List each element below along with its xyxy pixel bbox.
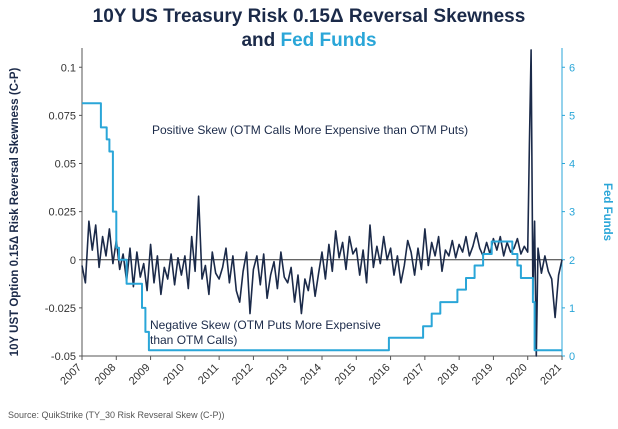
y-axis-left-title: 10Y UST Option 0.15Δ Risk Reversal Skewn… <box>9 68 21 357</box>
annotation-negative-skew-line2: than OTM Calls) <box>150 333 237 347</box>
x-tick-label: 2012 <box>230 362 256 388</box>
x-tick-label: 2016 <box>367 362 393 388</box>
x-tick-label: 2010 <box>161 362 187 388</box>
y-tick-label-right: 0 <box>569 351 575 363</box>
x-tick-label: 2017 <box>401 362 427 388</box>
chart-title-line1: 10Y US Treasury Risk 0.15Δ Reversal Skew… <box>92 6 526 27</box>
y-tick-label-right: 5 <box>569 110 575 122</box>
y-tick-label-left: -0.05 <box>51 351 76 363</box>
x-tick-label: 2013 <box>264 362 290 388</box>
y-tick-label-left: 0.025 <box>48 207 76 219</box>
y-axis-right-title: Fed Funds <box>601 183 613 241</box>
chart-title-prefix: and <box>241 30 281 51</box>
y-tick-label-left: 0.05 <box>55 159 76 171</box>
y-tick-label-right: 2 <box>569 255 575 267</box>
x-tick-label: 2011 <box>196 362 221 387</box>
y-tick-label-left: 0 <box>70 255 76 267</box>
x-tick-label: 2008 <box>93 362 119 388</box>
x-tick-label: 2014 <box>298 362 324 388</box>
y-tick-label-right: 3 <box>569 207 575 219</box>
y-tick-label-left: -0.025 <box>45 303 76 315</box>
chart-title-line2: and Fed Funds <box>0 30 618 52</box>
x-tick-label: 2015 <box>333 362 359 388</box>
y-tick-label-left: 0.075 <box>48 110 76 122</box>
y-tick-label-right: 4 <box>569 159 575 171</box>
x-tick-label: 2009 <box>127 362 153 388</box>
x-tick-label: 2021 <box>538 362 564 388</box>
series-line-fed-funds <box>82 102 562 352</box>
series-line-skew <box>81 49 563 357</box>
source-note: Source: QuikStrike (TY_30 Risk Revseral … <box>8 410 225 420</box>
y-tick-label-right: 1 <box>569 303 575 315</box>
y-tick-label-right: 6 <box>569 62 575 74</box>
x-tick-label: 2018 <box>435 362 461 388</box>
x-tick-label: 2019 <box>470 362 496 388</box>
x-tick-label: 2007 <box>58 362 84 388</box>
x-tick-label: 2020 <box>504 362 530 388</box>
y-tick-label-left: 0.1 <box>61 62 76 74</box>
annotation-negative-skew-line1: Negative Skew (OTM Puts More Expensive <box>150 318 381 332</box>
chart-title-fed-funds: Fed Funds <box>280 30 377 51</box>
annotation-positive-skew: Positive Skew (OTM Calls More Expensive … <box>152 123 468 137</box>
